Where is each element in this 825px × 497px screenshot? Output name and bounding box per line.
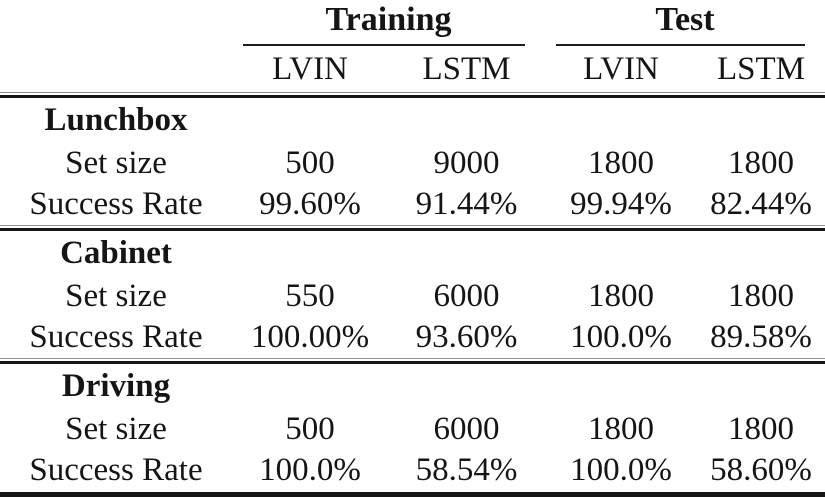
cell-value: 1800 [588, 411, 654, 447]
section-header-row: Driving [0, 364, 825, 409]
cell-value: 91.44% [415, 186, 518, 222]
table-row: Success Rate 100.0% 58.54% 100.0% 58.60% [0, 450, 825, 491]
corner-cell [0, 0, 232, 40]
section-separator-row [0, 225, 825, 231]
cell-value: 9000 [433, 145, 500, 181]
group-header-training: Training [325, 1, 452, 38]
section-name-cabinet: Cabinet [60, 235, 172, 271]
cell-value: 99.60% [259, 186, 361, 222]
section-header-row: Lunchbox [0, 98, 825, 143]
column-header-row: LVIN LSTM LVIN LSTM [0, 47, 825, 92]
cell-value: 100.0% [570, 319, 672, 355]
cell-value: 6000 [433, 278, 500, 314]
row-label: Set size [65, 145, 167, 181]
table-row: Set size 500 6000 1800 1800 [0, 409, 825, 450]
cell-value: 100.0% [570, 452, 672, 488]
header-separator-row [0, 92, 825, 98]
cell-value: 89.58% [710, 319, 812, 355]
col-header-test-lvin: LVIN [583, 51, 659, 87]
table-row: Set size 550 6000 1800 1800 [0, 276, 825, 317]
cell-value: 1800 [728, 145, 794, 181]
row-label: Set size [65, 278, 167, 314]
section-name-driving: Driving [61, 368, 171, 404]
table-row: Success Rate 100.00% 93.60% 100.0% 89.58… [0, 317, 825, 358]
cell-value: 550 [285, 278, 335, 314]
row-label: Set size [65, 411, 167, 447]
header-double-rule [0, 92, 825, 98]
col-header-test-lstm: LSTM [717, 51, 806, 87]
row-label: Success Rate [29, 319, 203, 355]
training-cmidrule [243, 44, 525, 46]
cell-value: 100.0% [259, 452, 361, 488]
row-label: Success Rate [29, 452, 203, 488]
cell-value: 58.54% [415, 452, 518, 488]
test-cmidrule [556, 44, 806, 46]
group-header-row: Training Test [0, 0, 825, 40]
cell-value: 1800 [728, 278, 794, 314]
cell-value: 99.94% [570, 186, 672, 222]
col-header-training-lstm: LSTM [422, 51, 511, 87]
section-header-row: Cabinet [0, 231, 825, 276]
cell-value: 1800 [728, 411, 794, 447]
table-row: Set size 500 9000 1800 1800 [0, 143, 825, 184]
group-header-test: Test [655, 1, 715, 38]
table-bottom-row [0, 491, 825, 497]
cell-value: 500 [285, 411, 335, 447]
section-double-rule [0, 225, 825, 231]
bottom-rule [0, 491, 825, 497]
col-header-training-lvin: LVIN [272, 51, 348, 87]
cell-value: 1800 [588, 278, 654, 314]
cell-value: 100.00% [250, 319, 370, 355]
cell-value: 82.44% [710, 186, 812, 222]
cell-value: 6000 [433, 411, 500, 447]
cell-value: 93.60% [415, 319, 518, 355]
corner-cell [0, 47, 232, 92]
cell-value: 500 [285, 145, 335, 181]
section-double-rule [0, 358, 825, 364]
section-separator-row [0, 358, 825, 364]
row-label: Success Rate [29, 186, 203, 222]
cell-value: 58.60% [710, 452, 812, 488]
cell-value: 1800 [588, 145, 654, 181]
cmidrule-row [0, 40, 825, 47]
section-name-lunchbox: Lunchbox [44, 102, 188, 138]
table-row: Success Rate 99.60% 91.44% 99.94% 82.44% [0, 184, 825, 225]
